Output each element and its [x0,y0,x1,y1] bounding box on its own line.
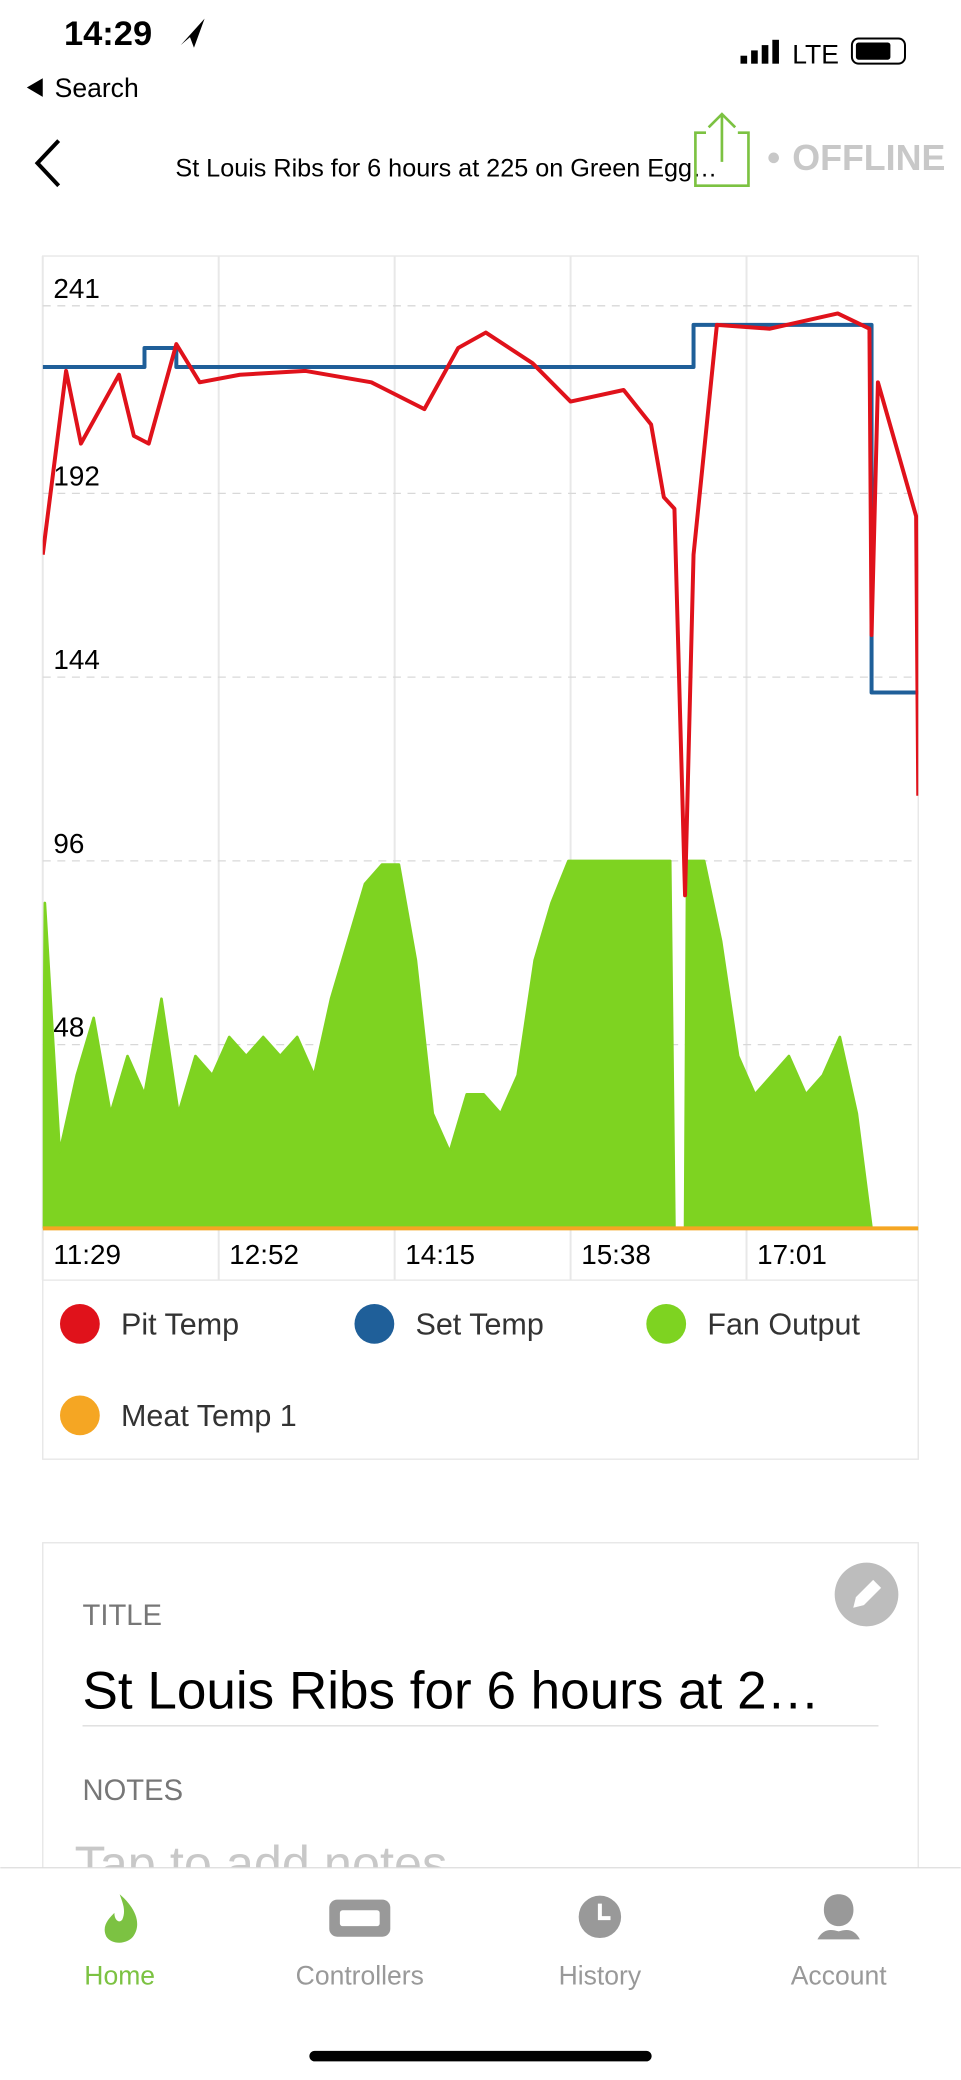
y-tick-label: 144 [53,644,99,675]
home-indicator [309,2050,652,2062]
battery [850,37,906,65]
tab-home[interactable]: Home [84,1960,155,1990]
x-tick-label: 15:38 [581,1239,651,1270]
home-icon[interactable] [104,1894,138,1943]
x-tick-label: 17:01 [757,1239,827,1270]
chart: 11:2912:5214:1515:3817:0104896144192241P… [41,256,919,1436]
edit-icon [853,1579,882,1608]
x-tick-label: 11:29 [53,1239,121,1270]
controllers-icon-screen [339,1910,380,1927]
tab-history[interactable]: History [559,1960,642,1990]
offline-status: OFFLINE [792,138,945,178]
series-line [42,311,919,898]
legend-swatch [59,1395,100,1436]
legend-label: Pit Temp [121,1307,239,1341]
notes-label: NOTES [83,1775,184,1807]
battery-level [855,42,891,60]
title-value[interactable]: St Louis Ribs for 6 hours at 2… [83,1662,820,1721]
y-tick-label: 241 [53,273,99,304]
tab-bar [0,1867,961,2080]
x-tick-label: 12:52 [229,1239,299,1270]
account-icon[interactable] [817,1894,860,1940]
y-tick-label: 96 [53,828,84,859]
tab-controllers[interactable]: Controllers [296,1960,424,1990]
chart-card [42,255,919,1460]
back-triangle[interactable] [26,78,43,97]
series-line [42,859,919,1230]
tab-account[interactable]: Account [791,1960,887,1990]
history-icon-hands [597,1903,611,1921]
signal-icon [740,39,779,64]
y-tick-label: 48 [53,1012,84,1043]
back-button[interactable] [34,139,61,188]
back-to-search[interactable]: Search [55,73,139,103]
legend-label: Meat Temp 1 [121,1399,297,1433]
x-tick-label: 14:15 [405,1239,475,1270]
status-time: 14:29 [64,15,152,53]
legend-swatch [646,1303,687,1344]
plot-area [42,311,919,1231]
legend-swatch [354,1303,395,1344]
share-button[interactable] [694,112,750,188]
legend-label: Set Temp [416,1307,544,1341]
title-label: TITLE [83,1600,162,1632]
session-title: St Louis Ribs for 6 hours at 225 on Gree… [175,154,717,182]
network-label: LTE [792,40,839,70]
y-tick-label: 192 [53,460,99,491]
legend-swatch [59,1303,100,1344]
status-dot [768,152,779,164]
legend-label: Fan Output [707,1307,860,1341]
location-icon [180,18,205,48]
